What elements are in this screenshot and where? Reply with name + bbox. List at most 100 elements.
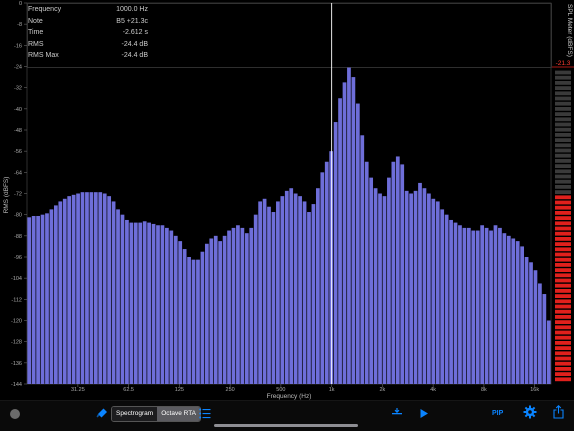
share-button[interactable]	[552, 404, 564, 420]
record-button[interactable]	[10, 409, 20, 419]
meter-segment	[555, 309, 571, 314]
rta-bar	[387, 177, 391, 384]
meter-segment	[555, 330, 571, 335]
rta-bar	[293, 193, 298, 384]
y-tick-label: -88	[14, 234, 22, 240]
list-button[interactable]	[199, 406, 211, 420]
meter-segment	[555, 96, 571, 101]
info-row-frequency: Frequency 1000.0 Hz	[28, 4, 148, 16]
rta-bar	[440, 209, 445, 384]
meter-segment	[555, 86, 571, 90]
rta-bar	[355, 103, 360, 385]
rta-bar	[289, 188, 294, 384]
meter-segment	[555, 361, 571, 366]
rta-bar	[347, 67, 351, 384]
rta-bar	[187, 257, 191, 384]
meter-segment	[555, 216, 571, 220]
meter-segment	[555, 289, 571, 293]
rta-bar	[182, 249, 187, 384]
meter-segment	[555, 299, 571, 304]
calibration-button[interactable]	[391, 405, 403, 419]
meter-segment	[555, 283, 571, 288]
rta-bar	[71, 194, 76, 384]
rta-bar	[435, 201, 440, 384]
rta-bar	[67, 196, 72, 384]
spl-meter-title: SPL Meter (dBFS)	[566, 4, 573, 57]
y-tick-label: -64	[14, 170, 22, 176]
info-label: RMS Max	[28, 52, 59, 59]
x-tick-label: 4k	[430, 387, 436, 393]
rta-bar	[258, 201, 263, 384]
meter-segment	[555, 200, 571, 205]
rta-bar	[200, 251, 205, 384]
pip-button[interactable]: PIP	[492, 409, 504, 417]
octave-rta-plot[interactable]: 0 -8 -16 -24 -32 -40 -48 -56 -64 -72 -80 -88 -96 -104…	[0, 0, 574, 400]
spectrogram-segment[interactable]: Spectrogram	[112, 407, 158, 421]
meter-segment	[555, 268, 571, 272]
rta-bar	[302, 201, 307, 384]
x-tick-label: 125	[175, 387, 184, 393]
rta-bar	[506, 235, 511, 384]
rta-bar	[156, 225, 160, 384]
rta-bar	[160, 225, 165, 384]
rta-bar	[271, 212, 276, 384]
rta-bar	[169, 230, 174, 384]
meter-segment	[555, 257, 571, 262]
meter-segment	[555, 211, 571, 215]
rta-bar	[351, 77, 356, 384]
rta-bar	[125, 219, 129, 384]
meter-segment	[555, 190, 571, 194]
meter-segment	[555, 122, 571, 127]
meter-segment	[555, 138, 571, 142]
rta-bar	[311, 204, 316, 384]
info-value: -24.4 dB	[121, 52, 148, 59]
y-tick-label: -112	[11, 297, 22, 303]
y-tick-label: -16	[14, 43, 22, 49]
info-label: Time	[28, 29, 44, 36]
y-tick-label: -56	[14, 149, 22, 155]
gear-icon	[523, 405, 537, 419]
settings-button[interactable]	[523, 404, 537, 420]
rta-bar	[533, 270, 538, 384]
info-value: -24.4 dB	[121, 40, 148, 48]
rta-bar	[453, 222, 458, 384]
rta-bar	[546, 320, 551, 384]
y-tick-label: -96	[14, 255, 22, 261]
rta-bar	[462, 227, 467, 384]
y-tick-label: -136	[11, 361, 22, 367]
meter-segment	[555, 278, 571, 283]
meter-segment	[555, 315, 571, 319]
rta-bar	[276, 201, 280, 384]
spl-meter-value: -21.3	[555, 60, 571, 67]
meter-segment	[555, 133, 571, 137]
meter-segment	[555, 377, 571, 382]
x-tick-label: 62.5	[123, 387, 134, 393]
rta-bar	[76, 193, 80, 384]
rta-bar	[493, 225, 498, 384]
rta-bar	[400, 164, 405, 384]
play-button[interactable]	[418, 406, 430, 420]
y-tick-label: 0	[19, 1, 22, 7]
rta-bar	[147, 222, 151, 384]
rta-bar	[222, 235, 227, 384]
rta-bar	[529, 262, 533, 384]
rta-bar	[458, 225, 462, 384]
octave-rta-segment[interactable]: Octave RTA	[157, 407, 201, 421]
rta-bar	[107, 196, 112, 384]
rta-bar	[342, 82, 347, 384]
rta-bar	[391, 161, 396, 384]
meter-segment	[555, 169, 571, 174]
meter-segment	[555, 346, 571, 350]
eraser-button[interactable]	[96, 406, 108, 420]
info-value: B5 +21.3c	[116, 17, 148, 25]
rta-bar	[62, 198, 67, 384]
rta-bar	[191, 259, 196, 384]
y-tick-label: -144	[11, 382, 22, 388]
rta-bar	[209, 238, 214, 384]
meter-segment	[555, 179, 571, 184]
meter-segment	[555, 107, 571, 111]
meter-segment	[555, 237, 571, 241]
rta-bar	[111, 201, 116, 384]
rta-bar	[280, 196, 285, 384]
